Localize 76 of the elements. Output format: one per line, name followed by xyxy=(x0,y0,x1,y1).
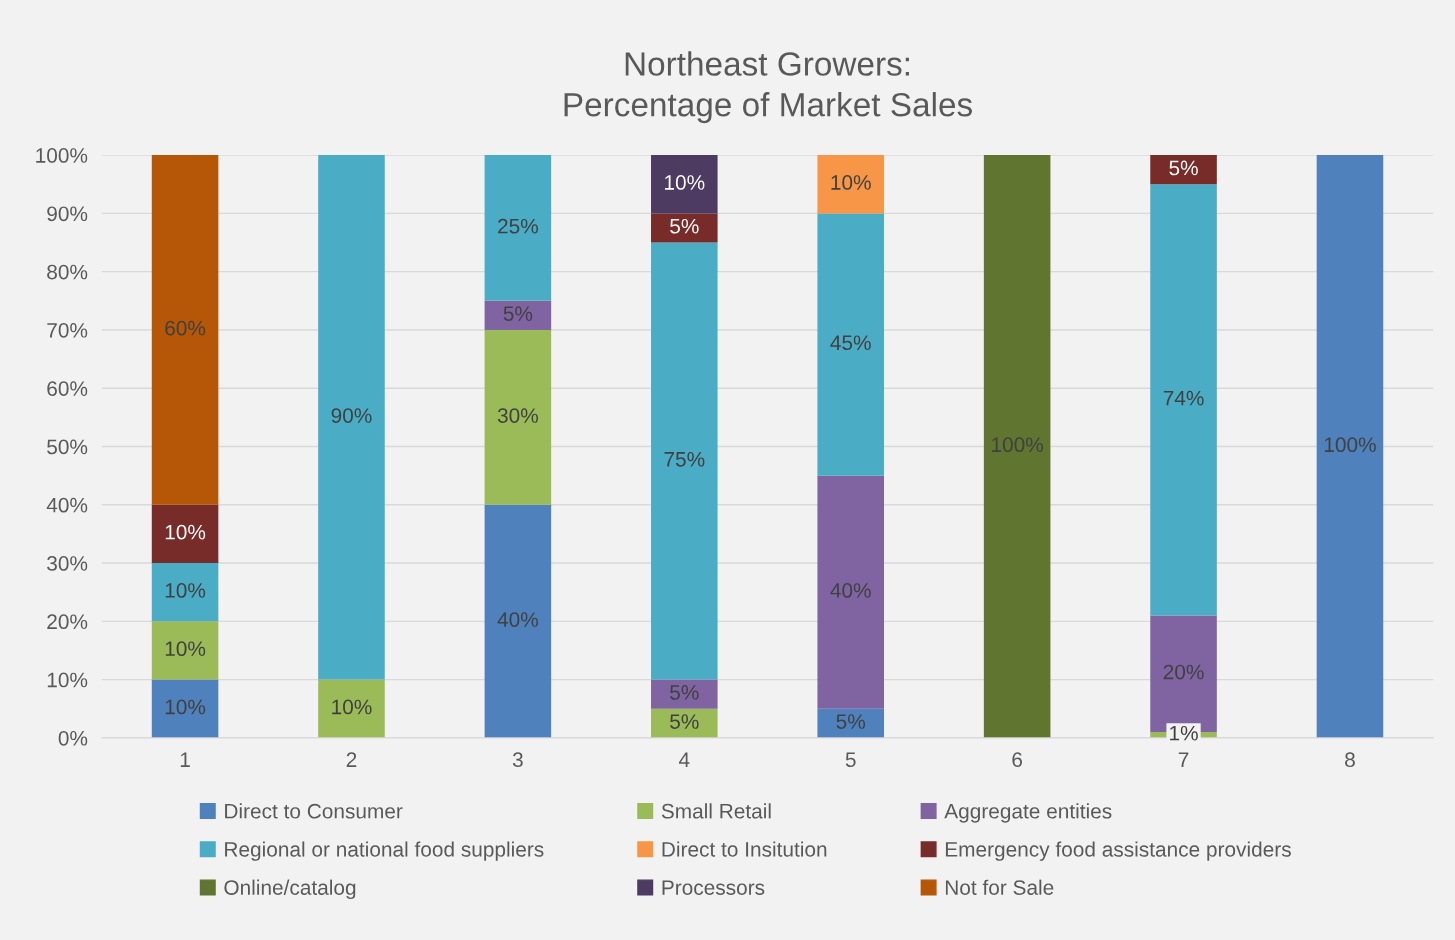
y-tick-label: 60% xyxy=(47,381,88,396)
legend-label: Regional or national food suppliers xyxy=(225,841,544,861)
data-label: 10% xyxy=(165,641,206,657)
data-label: 10% xyxy=(165,699,206,715)
data-label: 90% xyxy=(331,408,372,423)
data-label: 5% xyxy=(836,714,866,729)
bar xyxy=(484,300,552,330)
data-label: 20% xyxy=(1163,664,1204,680)
data-label: 1% xyxy=(1170,725,1198,741)
bar xyxy=(151,504,219,564)
data-label: 5% xyxy=(503,306,533,321)
bar xyxy=(151,679,219,738)
chart-title: Northeast Growers: Percentage of Market Sales xyxy=(564,51,972,124)
bar xyxy=(151,155,219,505)
y-tick-label: 10% xyxy=(47,672,88,688)
data-label: 45% xyxy=(830,335,871,351)
x-tick-label: 8 xyxy=(1345,752,1355,768)
y-tick-label: 80% xyxy=(47,264,88,280)
data-label: 40% xyxy=(830,583,871,598)
x-tick-label: 5 xyxy=(845,752,856,768)
bar xyxy=(1150,155,1217,185)
legend-label: Aggregate entities xyxy=(944,803,1112,823)
y-tick-label: 100% xyxy=(36,148,88,163)
x-tick-label: 2 xyxy=(346,752,357,767)
bar xyxy=(484,155,552,301)
bar xyxy=(817,155,884,214)
legend-label: Not for Sale xyxy=(945,879,1054,895)
data-label: 5% xyxy=(670,714,699,729)
bar xyxy=(318,679,385,738)
x-tick-label: 1 xyxy=(180,752,190,767)
x-tick-label: 6 xyxy=(1012,752,1023,768)
bar xyxy=(817,475,884,709)
data-label: 40% xyxy=(497,612,538,627)
data-label: 100% xyxy=(1324,437,1376,453)
bar xyxy=(318,155,385,680)
y-tick-label: 30% xyxy=(47,556,88,571)
bar xyxy=(651,242,718,680)
bar xyxy=(983,155,1051,738)
legend-label: Direct to Insitution xyxy=(662,841,827,857)
legend-label: Direct to Consumer xyxy=(225,803,403,819)
data-label: 10% xyxy=(665,175,705,190)
legend-label: Processors xyxy=(662,880,765,895)
bar xyxy=(651,155,718,214)
y-tick-label: 70% xyxy=(47,322,88,338)
y-tick-label: 20% xyxy=(47,614,88,630)
data-label: 5% xyxy=(670,218,699,234)
legend-label: Emergency food assistance providers xyxy=(945,841,1291,861)
legend-label: Online/catalog xyxy=(224,879,356,900)
data-label: 30% xyxy=(497,408,538,423)
y-tick-label: 90% xyxy=(47,206,88,222)
bar xyxy=(651,213,718,243)
x-tick-label: 3 xyxy=(512,752,523,768)
data-label: 5% xyxy=(670,685,699,700)
data-label: 5% xyxy=(1169,160,1198,176)
data-label: 25% xyxy=(498,218,538,234)
bar xyxy=(151,621,219,680)
y-tick-label: 0% xyxy=(58,730,88,746)
bar xyxy=(651,679,718,709)
data-label: 10% xyxy=(165,524,206,540)
bar xyxy=(151,563,219,622)
y-tick-label: 40% xyxy=(46,497,88,513)
bar xyxy=(484,329,552,505)
data-label: 60% xyxy=(165,320,206,336)
bar xyxy=(817,213,884,476)
legend-label: Small Retail xyxy=(661,803,771,819)
y-tick-label: 50% xyxy=(47,439,88,455)
bar xyxy=(1316,155,1384,738)
data-label: 75% xyxy=(664,452,705,467)
data-label: 74% xyxy=(1163,390,1204,406)
x-tick-label: 4 xyxy=(678,752,690,767)
bar xyxy=(1150,184,1217,616)
x-tick-label: 7 xyxy=(1178,752,1189,767)
data-label: 10% xyxy=(332,699,372,715)
data-label: 10% xyxy=(165,583,206,598)
bar xyxy=(484,504,552,738)
data-label: 10% xyxy=(831,175,871,190)
